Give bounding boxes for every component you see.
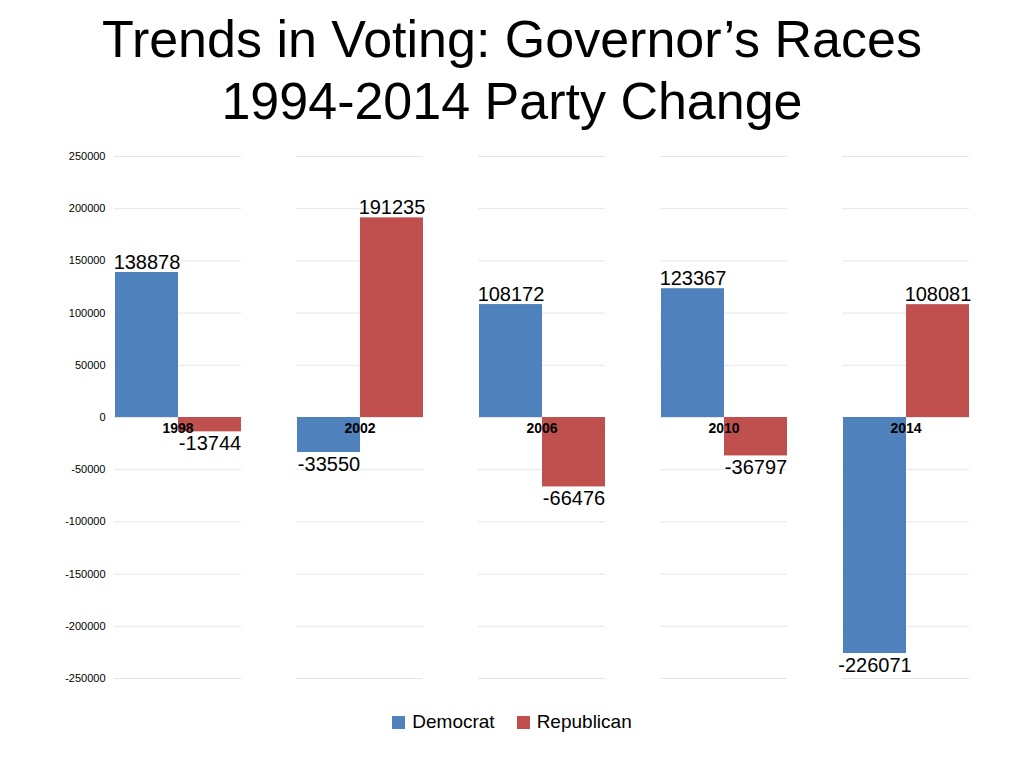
svg-text:-50000: -50000 [71,463,105,475]
svg-text:100000: 100000 [69,307,106,319]
svg-text:250000: 250000 [69,150,106,162]
svg-text:1998: 1998 [162,420,193,436]
svg-text:-200000: -200000 [65,620,105,632]
html-text:Trends in Voting: Governor’s R: Trends in Voting: Governor’s Races 1994-… [102,10,922,131]
svg-text:150000: 150000 [69,254,106,266]
svg-text:2010: 2010 [708,420,739,436]
svg-text:50000: 50000 [75,359,106,371]
svg-text:2002: 2002 [344,420,375,436]
svg-text:0: 0 [99,411,105,423]
svg-text:108081: 108081 [905,283,972,305]
svg-text:-250000: -250000 [65,672,105,684]
svg-text:2006: 2006 [526,420,557,436]
svg-text:-66476: -66476 [543,487,605,509]
svg-text:-33550: -33550 [298,453,360,475]
html-text:Republican: Republican [536,711,632,732]
svg-text:108172: 108172 [478,283,545,305]
svg-text:-100000: -100000 [65,515,105,527]
svg-text:2014: 2014 [890,420,921,436]
svg-text:-13744: -13744 [178,432,242,454]
svg-text:200000: 200000 [69,202,106,214]
html-text:Democrat: Democrat [412,711,495,732]
svg-text:123367: 123367 [660,267,727,289]
svg-text:-226071: -226071 [838,654,911,676]
svg-text:-150000: -150000 [65,568,105,580]
svg-text:191235: 191235 [359,196,426,218]
svg-text:138878: 138878 [114,251,181,273]
svg-text:-36797: -36797 [725,456,787,478]
